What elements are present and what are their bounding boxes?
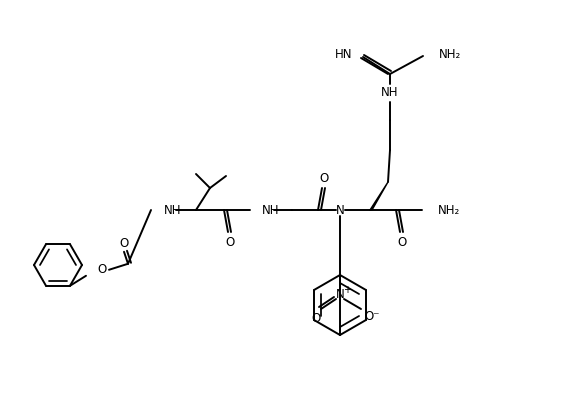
Text: NH: NH [262,203,279,217]
Text: O⁻: O⁻ [364,310,379,324]
Text: HN: HN [335,47,352,60]
Text: O: O [398,236,407,248]
Text: NH: NH [381,86,399,100]
Text: O: O [311,312,321,326]
Polygon shape [370,182,388,210]
Text: NH₂: NH₂ [439,47,462,60]
Text: O: O [119,237,129,250]
Text: O: O [97,263,107,276]
Text: N: N [336,289,345,302]
Text: N: N [336,203,345,217]
Text: NH: NH [164,203,182,217]
Text: NH₂: NH₂ [438,203,460,217]
Text: O: O [225,236,235,248]
Text: O: O [320,172,329,185]
Text: +: + [343,285,351,295]
